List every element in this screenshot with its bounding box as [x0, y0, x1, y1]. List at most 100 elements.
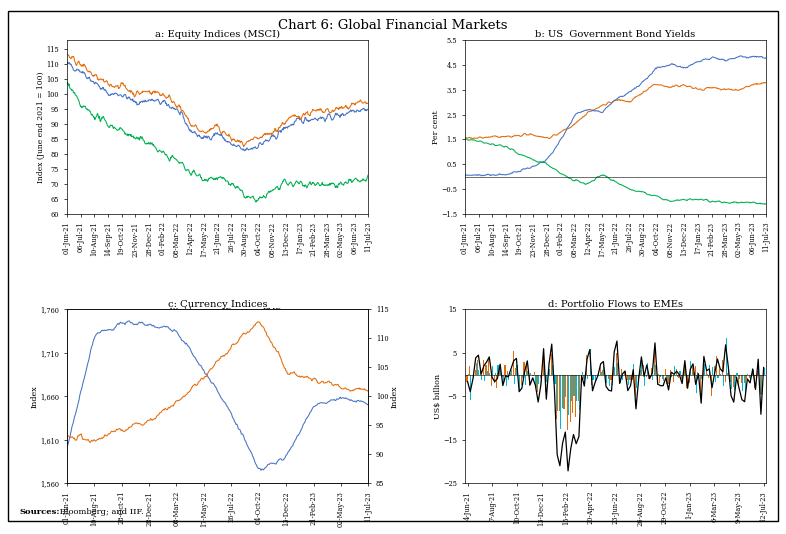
- Y-axis label: Index (June end 2021 = 100): Index (June end 2021 = 100): [37, 71, 45, 183]
- Bar: [621, 368, 623, 375]
- Bar: [644, 375, 645, 386]
- Bar: [540, 375, 541, 378]
- Bar: [693, 372, 694, 375]
- Bar: [531, 375, 533, 376]
- Bar: [751, 373, 753, 375]
- Bar: [533, 375, 534, 376]
- Bar: [587, 375, 588, 379]
- Bar: [701, 375, 702, 380]
- Bar: [544, 364, 545, 375]
- Bar: [510, 373, 511, 375]
- Bar: [652, 375, 653, 380]
- Bar: [488, 358, 489, 375]
- Bar: [753, 370, 754, 375]
- Bar: [685, 370, 686, 375]
- Bar: [505, 375, 507, 386]
- Bar: [503, 375, 504, 383]
- Bar: [560, 375, 561, 429]
- Bar: [639, 371, 640, 375]
- Bar: [499, 368, 500, 375]
- Bar: [725, 337, 727, 375]
- Bar: [665, 368, 666, 375]
- Bar: [655, 365, 656, 375]
- Bar: [554, 375, 556, 384]
- Bar: [673, 375, 674, 382]
- Y-axis label: US$ billion: US$ billion: [434, 374, 442, 419]
- Bar: [739, 375, 740, 379]
- Bar: [761, 375, 762, 395]
- Bar: [561, 375, 563, 408]
- Bar: [637, 375, 639, 383]
- Bar: [663, 375, 664, 381]
- Bar: [733, 375, 734, 387]
- Bar: [565, 375, 567, 397]
- Bar: [667, 375, 669, 384]
- Bar: [553, 375, 554, 381]
- Bar: [514, 375, 515, 384]
- Bar: [659, 375, 660, 383]
- Bar: [742, 375, 743, 391]
- Bar: [477, 360, 479, 375]
- Bar: [714, 375, 716, 382]
- Bar: [575, 375, 576, 417]
- Bar: [647, 363, 648, 375]
- Bar: [549, 369, 550, 375]
- Bar: [619, 375, 621, 383]
- Bar: [595, 375, 597, 382]
- Bar: [530, 373, 531, 375]
- Bar: [682, 375, 683, 379]
- Bar: [601, 372, 602, 375]
- Bar: [483, 360, 484, 375]
- Bar: [681, 375, 682, 379]
- Bar: [636, 375, 637, 388]
- Bar: [646, 375, 647, 377]
- Bar: [567, 375, 568, 430]
- Bar: [535, 375, 537, 388]
- Bar: [674, 366, 675, 375]
- Bar: [571, 375, 572, 401]
- Bar: [730, 375, 731, 382]
- Title: a: Equity Indices (MSCI): a: Equity Indices (MSCI): [155, 30, 280, 40]
- Bar: [489, 373, 490, 375]
- Bar: [469, 366, 470, 375]
- Bar: [511, 370, 512, 375]
- Bar: [557, 375, 558, 411]
- Title: c: Currency Indices: c: Currency Indices: [167, 300, 267, 309]
- Title: b: US  Government Bond Yields: b: US Government Bond Yields: [535, 30, 696, 40]
- Bar: [586, 355, 587, 375]
- Bar: [496, 375, 498, 388]
- Bar: [723, 375, 724, 386]
- Bar: [466, 375, 468, 382]
- Bar: [676, 368, 677, 375]
- Bar: [563, 375, 564, 410]
- Bar: [564, 375, 565, 410]
- Bar: [757, 371, 758, 375]
- Bar: [572, 375, 574, 413]
- Bar: [556, 375, 557, 419]
- Bar: [605, 375, 606, 378]
- Bar: [692, 367, 693, 375]
- Bar: [590, 349, 591, 375]
- Bar: [616, 353, 617, 375]
- Bar: [480, 369, 481, 375]
- Bar: [711, 375, 712, 396]
- Bar: [521, 375, 522, 386]
- Bar: [741, 375, 742, 383]
- Bar: [734, 375, 735, 390]
- Y-axis label: Index: Index: [390, 385, 399, 408]
- Title: d: Portfolio Flows to EMEs: d: Portfolio Flows to EMEs: [548, 300, 683, 309]
- Bar: [758, 363, 759, 375]
- Bar: [500, 370, 501, 375]
- Bar: [703, 367, 704, 375]
- Bar: [611, 375, 612, 380]
- Bar: [526, 364, 527, 375]
- Bar: [597, 375, 598, 377]
- Bar: [679, 372, 681, 375]
- Bar: [736, 373, 737, 375]
- Bar: [626, 375, 628, 380]
- Bar: [609, 375, 610, 386]
- Bar: [574, 375, 575, 396]
- Bar: [749, 375, 750, 378]
- Bar: [762, 374, 764, 375]
- Bar: [750, 375, 751, 380]
